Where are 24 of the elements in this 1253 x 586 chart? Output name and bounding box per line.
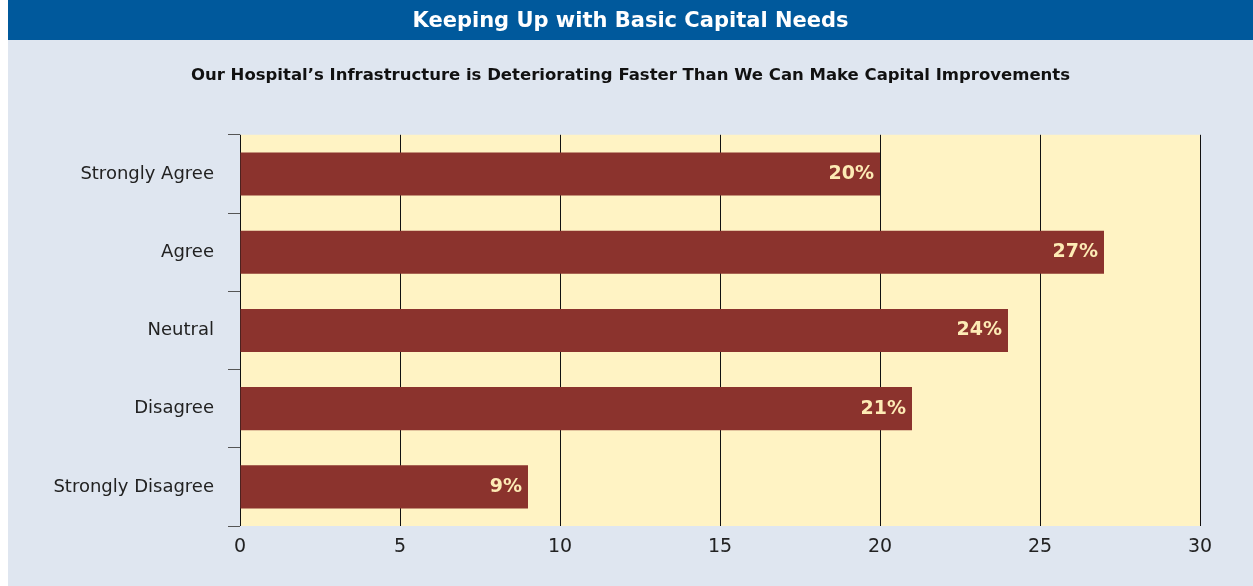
data-label: 20%	[828, 160, 874, 183]
y-tick-label: Agree	[161, 239, 214, 261]
y-tick-label: Disagree	[134, 396, 214, 418]
x-tick-label: 5	[393, 534, 407, 557]
chart-subtitle: Our Hospital’s Infrastructure is Deteriorating Faster Than We Can Make Capital Improvements	[189, 64, 1072, 86]
data-label: 9%	[489, 473, 522, 496]
x-tick-label: 25	[1027, 534, 1053, 557]
data-label: 21%	[860, 395, 906, 418]
data-label: 24%	[956, 317, 1002, 340]
bar	[240, 465, 528, 509]
y-tick-label: Strongly Agree	[80, 161, 214, 183]
x-tick-label: 0	[233, 534, 247, 557]
bar	[240, 387, 912, 431]
bar	[240, 152, 880, 196]
y-tick-label: Strongly Disagree	[53, 474, 214, 496]
x-tick-label: 15	[707, 534, 733, 557]
data-label: 27%	[1052, 239, 1098, 262]
x-tick-label: 20	[867, 534, 893, 557]
bar	[240, 308, 1008, 352]
y-tick-label: Neutral	[147, 318, 214, 340]
x-tick-label: 10	[547, 534, 573, 557]
x-tick-label: 30	[1187, 534, 1213, 557]
chart-title: Keeping Up with Basic Capital Needs	[8, 0, 1253, 40]
bar	[240, 230, 1104, 274]
